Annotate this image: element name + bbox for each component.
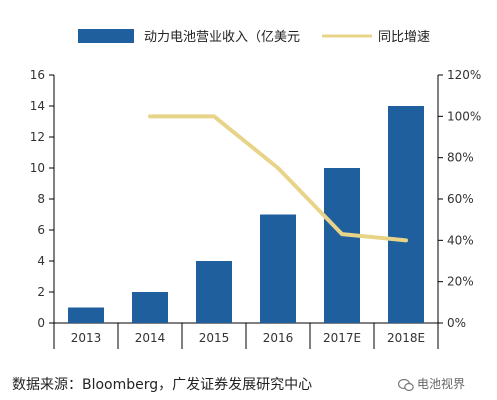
y-left-tick-label: 12 (30, 130, 45, 144)
watermark-text: 电池视界 (417, 377, 466, 391)
growth-line (148, 114, 408, 243)
y-axis-left-labels: 0 2 4 6 8 10 12 14 16 (30, 68, 45, 330)
bar (68, 307, 104, 323)
y-left-tick-label: 4 (37, 254, 45, 268)
y-right-tick-label: 120% (447, 68, 481, 82)
watermark: 电池视界 (398, 375, 465, 392)
x-tick-label: 2017E (323, 331, 361, 345)
y-right-tick-label: 40% (447, 233, 474, 247)
bar (388, 106, 424, 323)
wechat-icon (398, 378, 414, 391)
bars (68, 106, 424, 323)
legend-line-label: 同比增速 (378, 30, 430, 45)
legend: 动力电池营业收入（亿美元 同比增速 (78, 29, 430, 45)
bar (196, 261, 232, 323)
y-left-tick-label: 16 (30, 68, 45, 82)
bar (132, 292, 168, 323)
y-left-tick-label: 6 (37, 223, 45, 237)
bar (324, 168, 360, 323)
x-axis-labels: 2013 2014 2015 2016 2017E 2018E (71, 331, 425, 345)
y-right-tick-label: 100% (447, 109, 481, 123)
x-tick-label: 2016 (263, 331, 294, 345)
y-left-tick-label: 2 (37, 285, 45, 299)
x-tick-label: 2013 (71, 331, 102, 345)
x-tick-label: 2015 (199, 331, 230, 345)
chart: 动力电池营业收入（亿美元 同比增速 2013 2014 2015 2016 2017E 2… (30, 29, 481, 349)
y-right-tick-label: 60% (447, 192, 474, 206)
y-left-tick-label: 0 (37, 316, 45, 330)
bar (260, 214, 296, 323)
y-right-tick-label: 20% (447, 275, 474, 289)
source-note: 数据来源：Bloomberg，广发证券发展研究中心 (12, 377, 313, 393)
x-tick-label: 2014 (135, 331, 166, 345)
x-tick-label: 2018E (387, 331, 425, 345)
axes (49, 74, 443, 349)
y-left-tick-label: 14 (30, 99, 45, 113)
legend-bar-swatch (78, 29, 134, 43)
y-left-tick-label: 8 (37, 192, 45, 206)
y-left-tick-label: 10 (30, 161, 45, 175)
y-axis-right-labels: 0% 20% 40% 60% 80% 100% 120% (447, 68, 481, 330)
legend-bar-label: 动力电池营业收入（亿美元 (144, 30, 300, 45)
y-right-tick-label: 0% (447, 316, 466, 330)
y-right-tick-label: 80% (447, 151, 474, 165)
